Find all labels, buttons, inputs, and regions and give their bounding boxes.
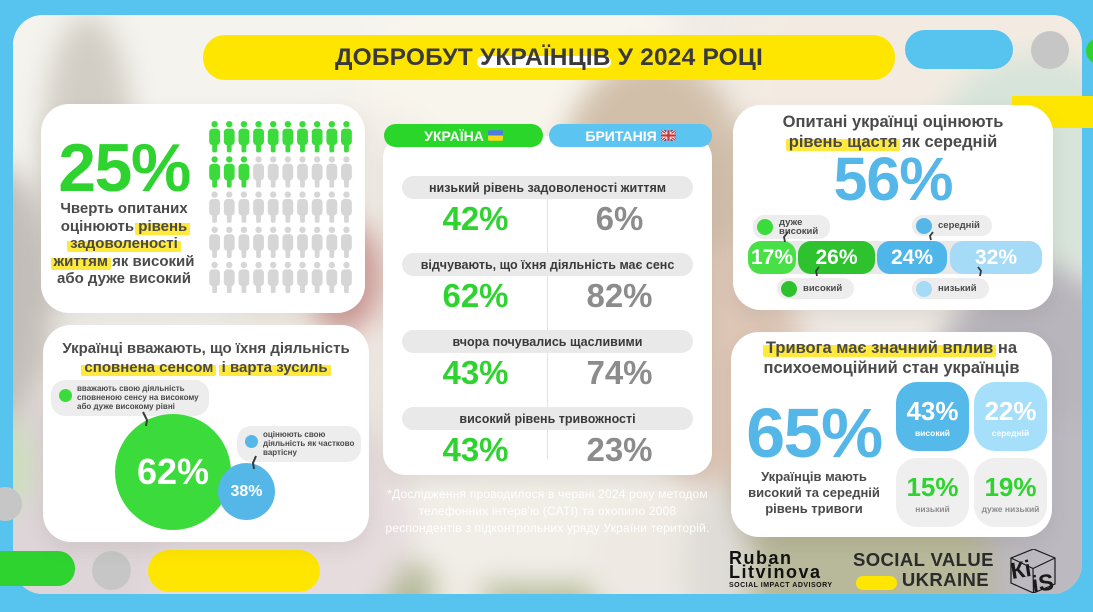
svg-text:іS: іS (1030, 569, 1055, 593)
svg-text:Кі: Кі (1009, 555, 1033, 584)
